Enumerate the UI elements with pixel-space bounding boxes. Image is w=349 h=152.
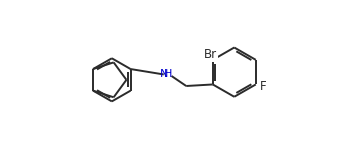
Text: Br: Br [204, 48, 217, 61]
Text: F: F [259, 80, 266, 93]
Text: H: H [164, 69, 173, 79]
Text: N: N [160, 69, 169, 79]
